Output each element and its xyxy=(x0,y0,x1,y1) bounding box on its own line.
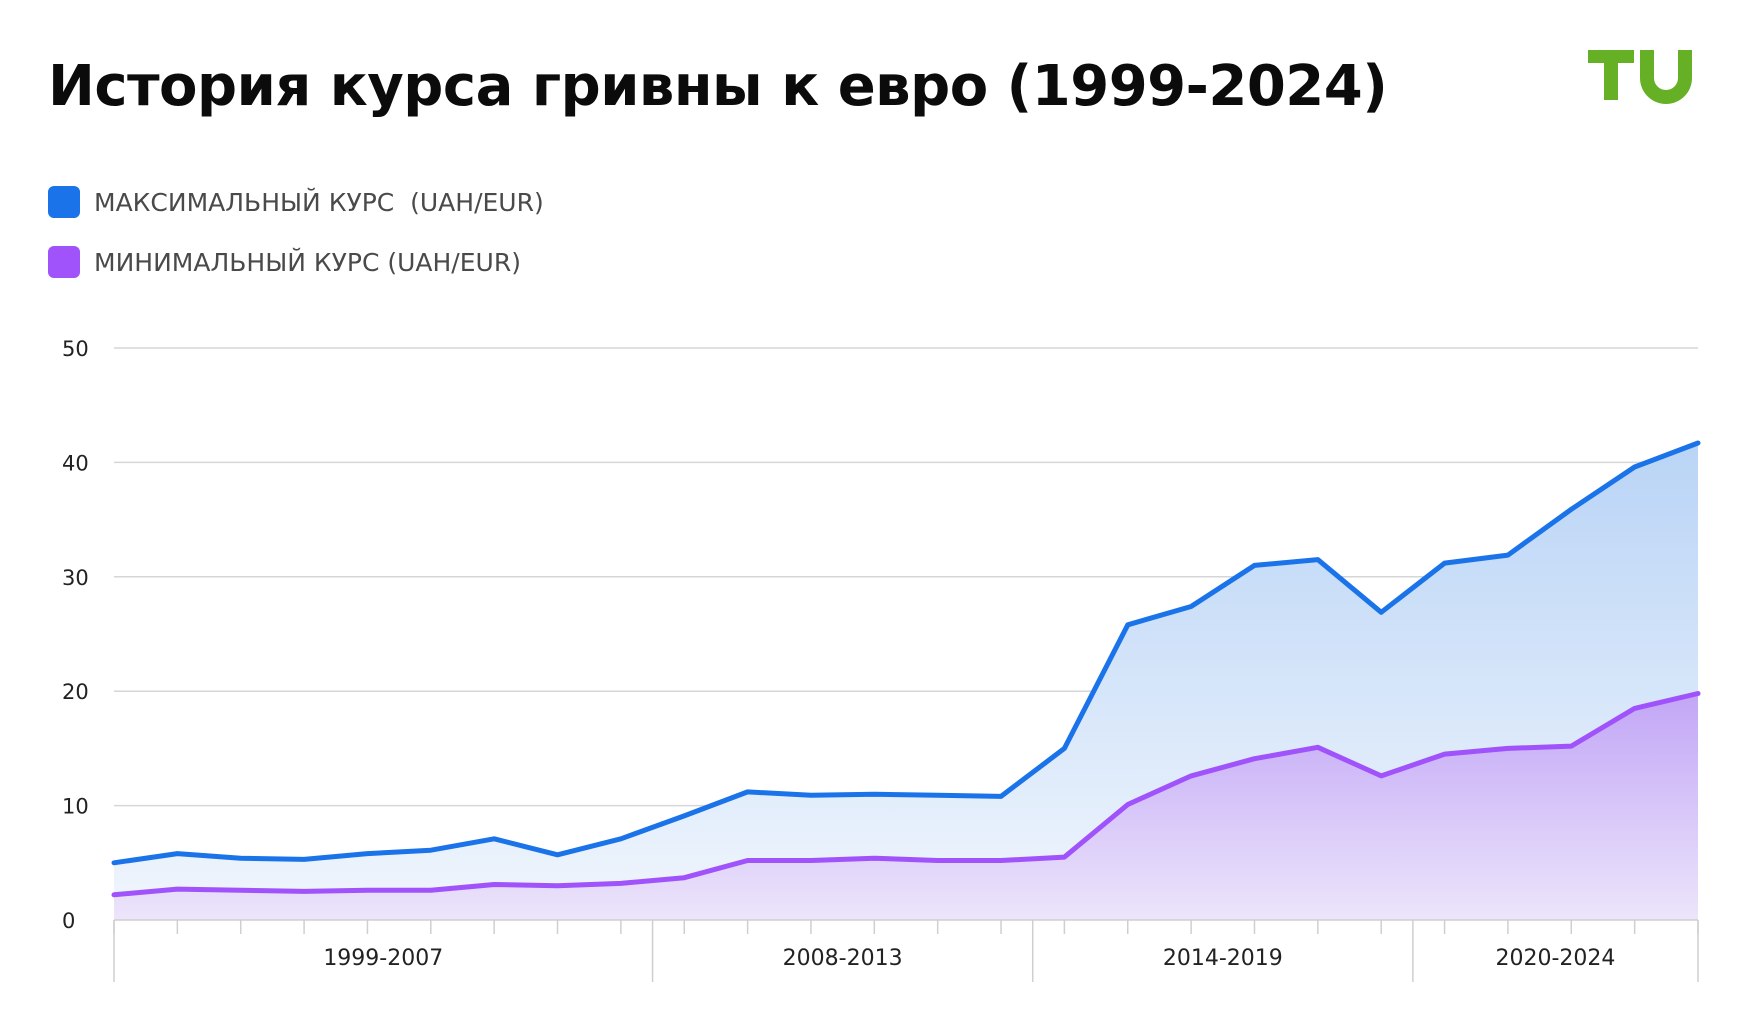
series-line-min xyxy=(111,691,1701,898)
legend-swatch-max xyxy=(48,186,80,218)
legend-item-max: МАКСИМАЛЬНЫЙ КУРС (UAH/EUR) xyxy=(48,186,544,218)
legend-swatch-min xyxy=(48,246,80,278)
legend-item-min: МИНИМАЛЬНЫЙ КУРС (UAH/EUR) xyxy=(48,246,544,278)
legend-label-max: МАКСИМАЛЬНЫЙ КУРС (UAH/EUR) xyxy=(94,187,544,217)
tu-logo xyxy=(1588,46,1698,113)
y-tick-label: 50 xyxy=(62,337,89,361)
area-min xyxy=(114,693,1698,920)
chart-title: История курса гривны к евро (1999-2024) xyxy=(48,54,1388,119)
legend: МАКСИМАЛЬНЫЙ КУРС (UAH/EUR) МИНИМАЛЬНЫЙ … xyxy=(48,186,544,306)
x-group-label: 2014-2019 xyxy=(1163,946,1283,971)
x-group-label: 2020-2024 xyxy=(1495,946,1615,971)
y-tick-label: 20 xyxy=(62,680,89,704)
y-tick-label: 40 xyxy=(62,451,89,475)
y-tick-label: 0 xyxy=(62,909,75,933)
x-group-label: 2008-2013 xyxy=(783,946,903,971)
y-tick-label: 10 xyxy=(62,795,89,819)
legend-label-min: МИНИМАЛЬНЫЙ КУРС (UAH/EUR) xyxy=(94,247,521,277)
series-line-max xyxy=(111,440,1701,866)
logo-u xyxy=(1640,50,1692,104)
y-tick-label: 30 xyxy=(62,566,89,590)
logo-t-stem xyxy=(1604,50,1618,100)
x-group-label: 1999-2007 xyxy=(323,946,443,971)
